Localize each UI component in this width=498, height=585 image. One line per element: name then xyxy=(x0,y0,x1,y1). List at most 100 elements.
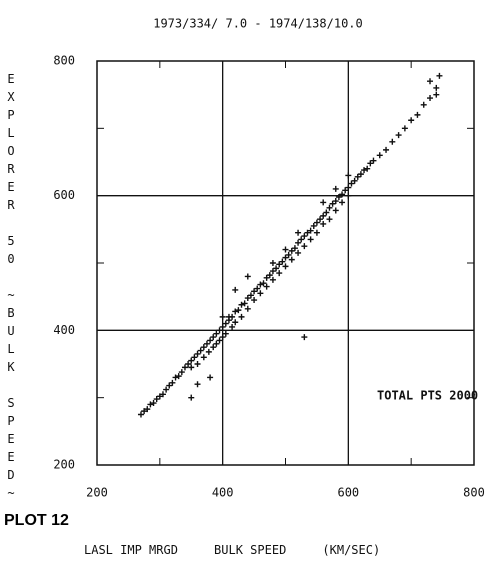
point xyxy=(263,274,270,281)
point xyxy=(188,357,195,364)
point xyxy=(200,344,207,351)
point xyxy=(433,84,440,91)
point xyxy=(216,337,223,344)
point xyxy=(137,411,144,418)
point xyxy=(320,199,327,206)
point xyxy=(150,400,157,407)
point xyxy=(288,256,295,263)
point xyxy=(357,171,364,178)
point xyxy=(244,305,251,312)
y-tick-label: 400 xyxy=(53,323,75,337)
point xyxy=(295,229,302,236)
point xyxy=(147,401,154,408)
point xyxy=(207,337,214,344)
point xyxy=(213,340,220,347)
point xyxy=(266,272,273,279)
point xyxy=(153,396,160,403)
point xyxy=(320,220,327,227)
point xyxy=(282,263,289,270)
point xyxy=(172,374,179,381)
point xyxy=(401,125,408,132)
point xyxy=(210,334,217,341)
point xyxy=(181,364,188,371)
point xyxy=(269,268,276,275)
point xyxy=(175,373,182,380)
point xyxy=(348,180,355,187)
point xyxy=(203,340,210,347)
point xyxy=(354,173,361,180)
point xyxy=(304,229,311,236)
point xyxy=(141,408,148,415)
point xyxy=(257,281,264,288)
point xyxy=(427,95,434,102)
point xyxy=(238,313,245,320)
point xyxy=(235,307,242,314)
point xyxy=(244,295,251,302)
point xyxy=(370,157,377,164)
point xyxy=(229,313,236,320)
point xyxy=(291,245,298,252)
plot-label: PLOT 12 xyxy=(4,512,69,529)
y-tick-label: 600 xyxy=(53,188,75,202)
point xyxy=(205,348,212,355)
point xyxy=(329,200,336,207)
point xyxy=(178,369,185,376)
point xyxy=(295,249,302,256)
x-tick-label: 800 xyxy=(463,486,485,500)
point xyxy=(210,344,217,351)
point xyxy=(383,146,390,153)
point xyxy=(194,350,201,357)
point xyxy=(219,323,226,330)
point xyxy=(288,247,295,254)
point xyxy=(301,233,308,240)
point xyxy=(301,334,308,341)
point xyxy=(317,216,324,223)
y-axis-label: EXPLORER 50 ~BULK SPEED~ xyxy=(4,72,18,504)
point xyxy=(339,191,346,198)
point xyxy=(163,386,170,393)
point xyxy=(436,72,443,79)
point xyxy=(232,286,239,293)
x-tick-label: 600 xyxy=(337,486,359,500)
chart-title: 1973/334/ 7.0 - 1974/138/10.0 xyxy=(153,17,363,31)
point xyxy=(285,251,292,258)
x-tick-label: 200 xyxy=(86,486,108,500)
point xyxy=(320,212,327,219)
point xyxy=(269,260,276,266)
point xyxy=(169,379,176,386)
point xyxy=(247,292,254,299)
point xyxy=(323,209,330,216)
point xyxy=(351,177,358,184)
point xyxy=(156,393,163,400)
point xyxy=(342,187,349,194)
point xyxy=(263,283,270,290)
point xyxy=(326,216,333,223)
point xyxy=(269,276,276,283)
point xyxy=(219,313,226,320)
point xyxy=(213,330,220,337)
point xyxy=(219,334,226,341)
point xyxy=(313,229,320,236)
point xyxy=(301,243,308,250)
point xyxy=(222,330,229,337)
point xyxy=(335,194,342,201)
point xyxy=(339,199,346,206)
point xyxy=(159,391,166,398)
point xyxy=(427,78,434,85)
point xyxy=(313,219,320,226)
point xyxy=(307,236,314,243)
point xyxy=(361,167,368,174)
point xyxy=(260,280,267,287)
point xyxy=(251,288,258,295)
point xyxy=(367,160,374,167)
point xyxy=(166,382,173,389)
point xyxy=(433,91,440,98)
point xyxy=(197,347,204,354)
point xyxy=(332,198,339,205)
point xyxy=(244,273,251,280)
point xyxy=(216,327,223,334)
point xyxy=(254,285,261,292)
point xyxy=(276,270,283,277)
point xyxy=(332,207,339,214)
